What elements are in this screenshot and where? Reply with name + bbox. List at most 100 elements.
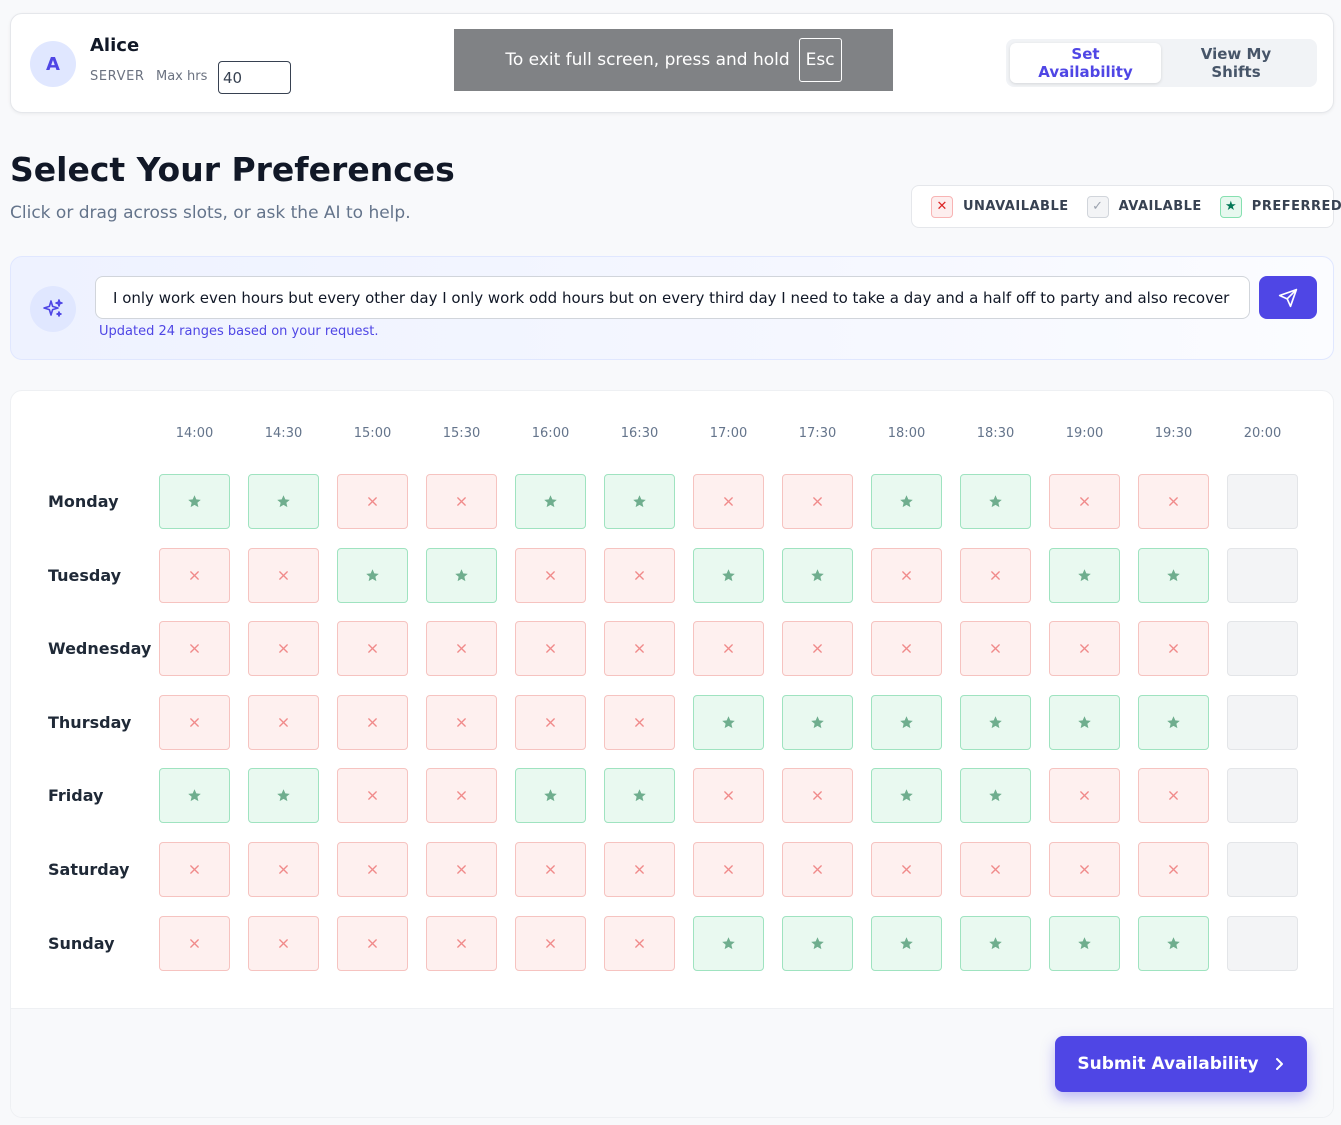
slot-monday-1800[interactable]	[871, 474, 942, 529]
slot-monday-1500[interactable]	[337, 474, 408, 529]
slot-thursday-1930[interactable]	[1138, 694, 1209, 750]
slot-sunday-1500[interactable]	[337, 915, 408, 971]
slot-friday-1900[interactable]	[1049, 768, 1120, 824]
slot-wednesday-1900[interactable]	[1049, 621, 1120, 677]
slot-thursday-1430[interactable]	[248, 694, 319, 750]
slot-sunday-1800[interactable]	[871, 915, 942, 971]
slot-tuesday-1500[interactable]	[337, 547, 408, 603]
slot-thursday-1700[interactable]	[693, 694, 764, 750]
slot-saturday-1400[interactable]	[159, 842, 230, 897]
slot-friday-1730[interactable]	[782, 768, 853, 824]
slot-sunday-1930[interactable]	[1138, 915, 1209, 971]
slot-wednesday-1930[interactable]	[1138, 621, 1209, 677]
slot-sunday-1630[interactable]	[604, 915, 675, 971]
slot-saturday-1600[interactable]	[515, 842, 586, 897]
slot-saturday-2000[interactable]	[1227, 842, 1298, 897]
slot-saturday-1500[interactable]	[337, 842, 408, 897]
send-button[interactable]	[1259, 276, 1317, 319]
tab-view-my-shifts[interactable]: View My Shifts	[1161, 43, 1311, 83]
slot-wednesday-1730[interactable]	[782, 621, 853, 677]
submit-availability-button[interactable]: Submit Availability	[1055, 1036, 1307, 1092]
slot-thursday-1530[interactable]	[426, 694, 497, 750]
slot-monday-1630[interactable]	[604, 474, 675, 529]
slot-friday-1530[interactable]	[426, 768, 497, 824]
ai-prompt-input[interactable]	[95, 276, 1250, 319]
slot-wednesday-1530[interactable]	[426, 621, 497, 677]
slot-sunday-1530[interactable]	[426, 915, 497, 971]
slot-wednesday-1800[interactable]	[871, 621, 942, 677]
slot-sunday-2000[interactable]	[1227, 915, 1298, 971]
slot-monday-1900[interactable]	[1049, 474, 1120, 529]
slot-sunday-1730[interactable]	[782, 915, 853, 971]
slot-saturday-1530[interactable]	[426, 842, 497, 897]
slot-friday-1600[interactable]	[515, 768, 586, 824]
slot-thursday-1630[interactable]	[604, 694, 675, 750]
slot-wednesday-1500[interactable]	[337, 621, 408, 677]
slot-friday-1630[interactable]	[604, 768, 675, 824]
slot-tuesday-1900[interactable]	[1049, 547, 1120, 603]
slot-saturday-1700[interactable]	[693, 842, 764, 897]
max-hours-input[interactable]	[218, 61, 291, 94]
slot-wednesday-1830[interactable]	[960, 621, 1031, 677]
slot-saturday-1900[interactable]	[1049, 842, 1120, 897]
slot-monday-1600[interactable]	[515, 474, 586, 529]
slot-friday-1430[interactable]	[248, 768, 319, 824]
slot-tuesday-1430[interactable]	[248, 547, 319, 603]
slot-friday-1400[interactable]	[159, 768, 230, 824]
slot-tuesday-1630[interactable]	[604, 547, 675, 603]
slot-friday-1500[interactable]	[337, 768, 408, 824]
slot-saturday-1430[interactable]	[248, 842, 319, 897]
slot-friday-1930[interactable]	[1138, 768, 1209, 824]
slot-friday-1700[interactable]	[693, 768, 764, 824]
slot-tuesday-1930[interactable]	[1138, 547, 1209, 603]
slot-monday-1400[interactable]	[159, 474, 230, 529]
slot-monday-1700[interactable]	[693, 474, 764, 529]
slot-friday-2000[interactable]	[1227, 768, 1298, 824]
slot-thursday-1800[interactable]	[871, 694, 942, 750]
chevron-right-icon	[1275, 1058, 1283, 1070]
slot-thursday-2000[interactable]	[1227, 694, 1298, 750]
slot-tuesday-1600[interactable]	[515, 547, 586, 603]
tab-set-availability[interactable]: Set Availability	[1010, 43, 1161, 83]
slot-tuesday-1530[interactable]	[426, 547, 497, 603]
slot-tuesday-1730[interactable]	[782, 547, 853, 603]
slot-monday-1430[interactable]	[248, 474, 319, 529]
slot-sunday-1700[interactable]	[693, 915, 764, 971]
slot-wednesday-1430[interactable]	[248, 621, 319, 677]
slot-thursday-1600[interactable]	[515, 694, 586, 750]
slot-thursday-1830[interactable]	[960, 694, 1031, 750]
slot-wednesday-2000[interactable]	[1227, 621, 1298, 677]
slot-saturday-1830[interactable]	[960, 842, 1031, 897]
slot-thursday-1730[interactable]	[782, 694, 853, 750]
slot-tuesday-1400[interactable]	[159, 547, 230, 603]
slot-tuesday-2000[interactable]	[1227, 547, 1298, 603]
slot-sunday-1430[interactable]	[248, 915, 319, 971]
slot-saturday-1930[interactable]	[1138, 842, 1209, 897]
slot-monday-1730[interactable]	[782, 474, 853, 529]
slot-thursday-1900[interactable]	[1049, 694, 1120, 750]
slot-saturday-1730[interactable]	[782, 842, 853, 897]
slot-tuesday-1700[interactable]	[693, 547, 764, 603]
slot-thursday-1400[interactable]	[159, 694, 230, 750]
slot-wednesday-1400[interactable]	[159, 621, 230, 677]
x-icon	[279, 938, 288, 948]
slot-saturday-1630[interactable]	[604, 842, 675, 897]
slot-monday-1930[interactable]	[1138, 474, 1209, 529]
slot-wednesday-1700[interactable]	[693, 621, 764, 677]
slot-thursday-1500[interactable]	[337, 694, 408, 750]
slot-friday-1800[interactable]	[871, 768, 942, 824]
slot-monday-1530[interactable]	[426, 474, 497, 529]
slot-monday-1830[interactable]	[960, 474, 1031, 529]
slot-wednesday-1630[interactable]	[604, 621, 675, 677]
slot-sunday-1900[interactable]	[1049, 915, 1120, 971]
slot-tuesday-1800[interactable]	[871, 547, 942, 603]
slot-sunday-1830[interactable]	[960, 915, 1031, 971]
slot-sunday-1600[interactable]	[515, 915, 586, 971]
slot-sunday-1400[interactable]	[159, 915, 230, 971]
slot-monday-2000[interactable]	[1227, 474, 1298, 529]
ai-status-message: Updated 24 ranges based on your request.	[99, 324, 379, 339]
slot-saturday-1800[interactable]	[871, 842, 942, 897]
slot-friday-1830[interactable]	[960, 768, 1031, 824]
slot-wednesday-1600[interactable]	[515, 621, 586, 677]
slot-tuesday-1830[interactable]	[960, 547, 1031, 603]
